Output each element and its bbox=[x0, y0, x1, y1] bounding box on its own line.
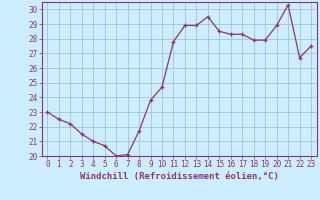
X-axis label: Windchill (Refroidissement éolien,°C): Windchill (Refroidissement éolien,°C) bbox=[80, 172, 279, 181]
